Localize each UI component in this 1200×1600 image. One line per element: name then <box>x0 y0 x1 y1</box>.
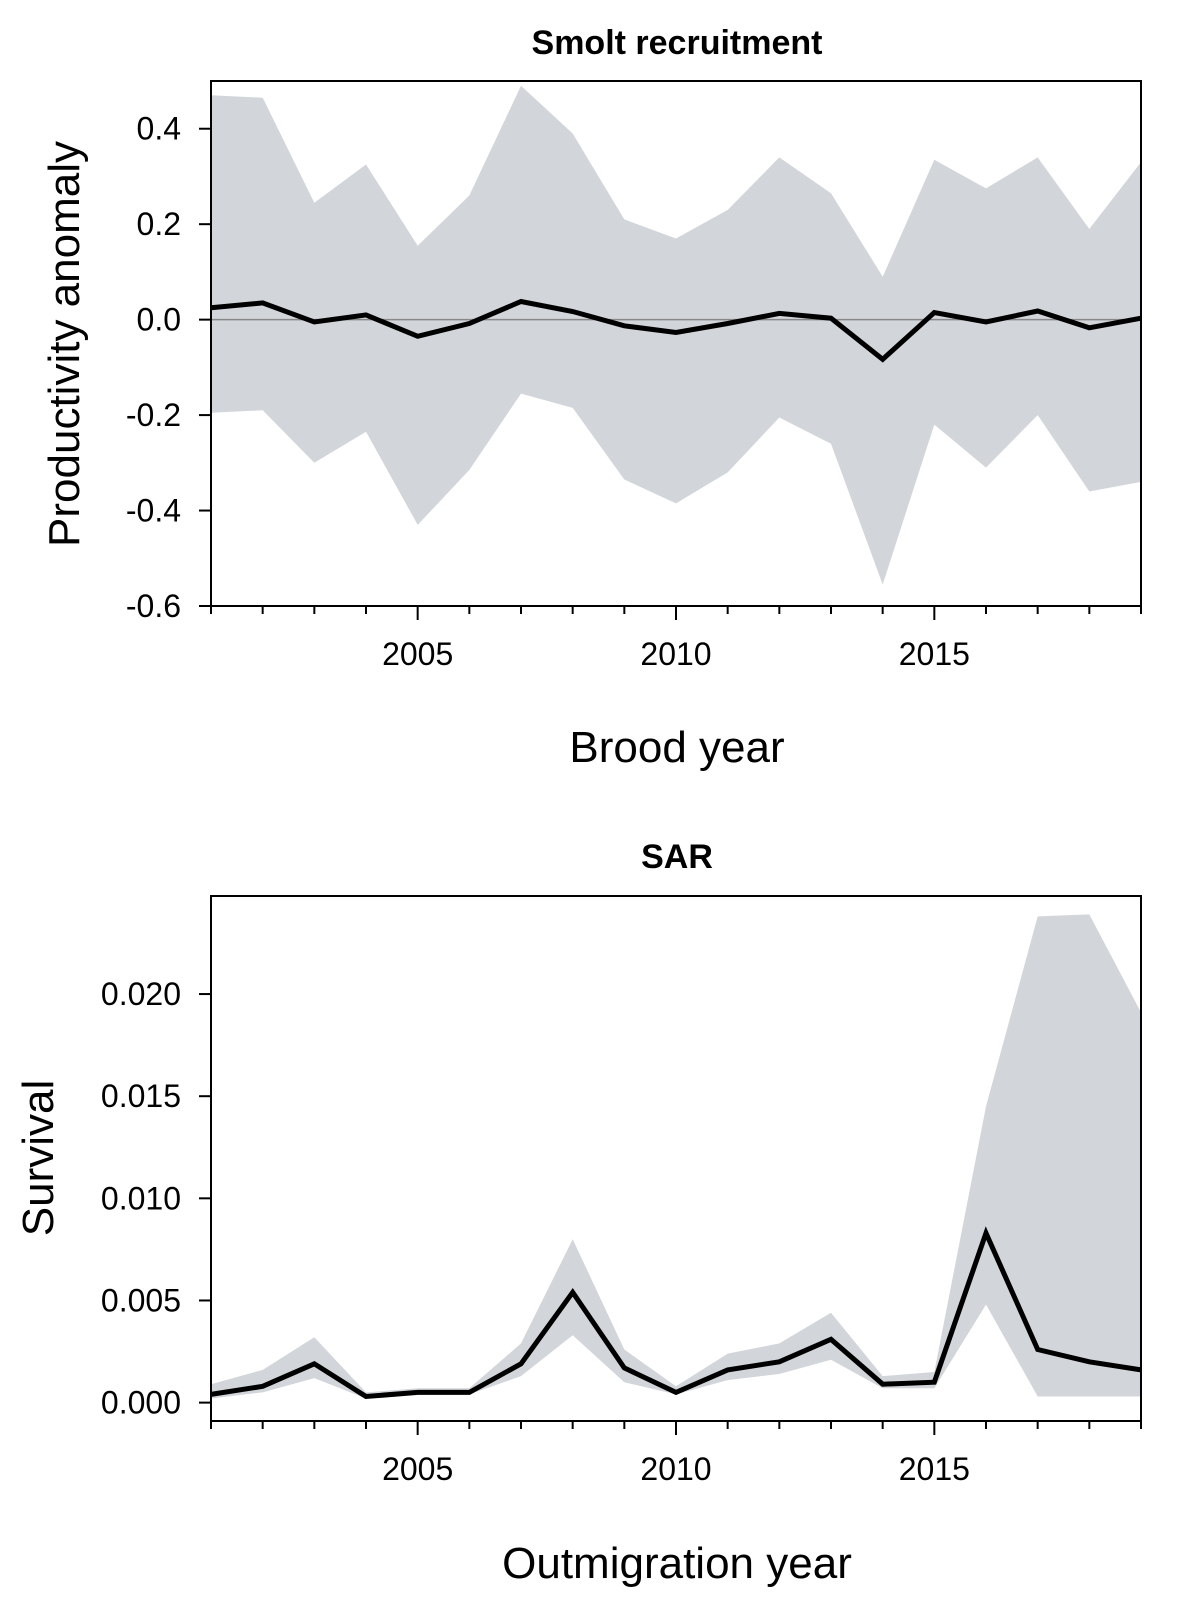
y-tick-label: 0.010 <box>101 1180 181 1216</box>
y-tick-label: -0.4 <box>126 493 181 529</box>
x-axis-label: Brood year <box>569 723 784 772</box>
y-axis-label: Productivity anomaly <box>40 141 89 547</box>
series-line <box>210 1226 1142 1400</box>
series-line <box>210 298 1142 363</box>
y-axis-label: Survival <box>14 1080 63 1237</box>
chart-title: SAR <box>641 838 713 876</box>
confidence-band <box>211 85 1141 585</box>
x-tick-label: 2005 <box>382 1451 453 1487</box>
series-line-layer <box>210 298 1142 363</box>
y-tick-label: 0.0 <box>137 302 181 338</box>
y-tick-label: 0.015 <box>101 1078 181 1114</box>
y-tick-label: -0.2 <box>126 397 181 433</box>
x-tick-label: 2010 <box>640 636 711 672</box>
y-tick-label: 0.2 <box>137 206 181 242</box>
y-tick-label: 0.4 <box>137 111 181 147</box>
x-tick-label: 2015 <box>899 636 970 672</box>
panel-smolt-recruitment: Smolt recruitment -0.6-0.4-0.20.00.20.4 … <box>40 24 1142 772</box>
series-line-layer <box>210 1226 1142 1400</box>
y-tick-label: 0.000 <box>101 1385 181 1421</box>
y-tick-label: 0.020 <box>101 976 181 1012</box>
x-axis: 2005 2010 2015 <box>210 606 1142 672</box>
y-tick-label: -0.6 <box>126 588 181 624</box>
y-tick-label: 0.005 <box>101 1282 181 1318</box>
band-layer <box>211 914 1141 1399</box>
y-axis: -0.6 -0.4 -0.2 0.0 0.2 0.4 <box>126 111 211 624</box>
band-layer <box>211 85 1141 585</box>
confidence-band <box>211 914 1141 1399</box>
x-tick-label: 2005 <box>382 636 453 672</box>
x-axis-label: Outmigration year <box>502 1539 852 1588</box>
x-axis: 2005 2010 2015 <box>210 1421 1142 1487</box>
y-axis: 0.000 0.005 0.010 0.015 0.020 <box>101 976 211 1421</box>
x-tick-label: 2010 <box>640 1451 711 1487</box>
x-tick-label: 2015 <box>899 1451 970 1487</box>
chart-title: Smolt recruitment <box>532 24 823 62</box>
